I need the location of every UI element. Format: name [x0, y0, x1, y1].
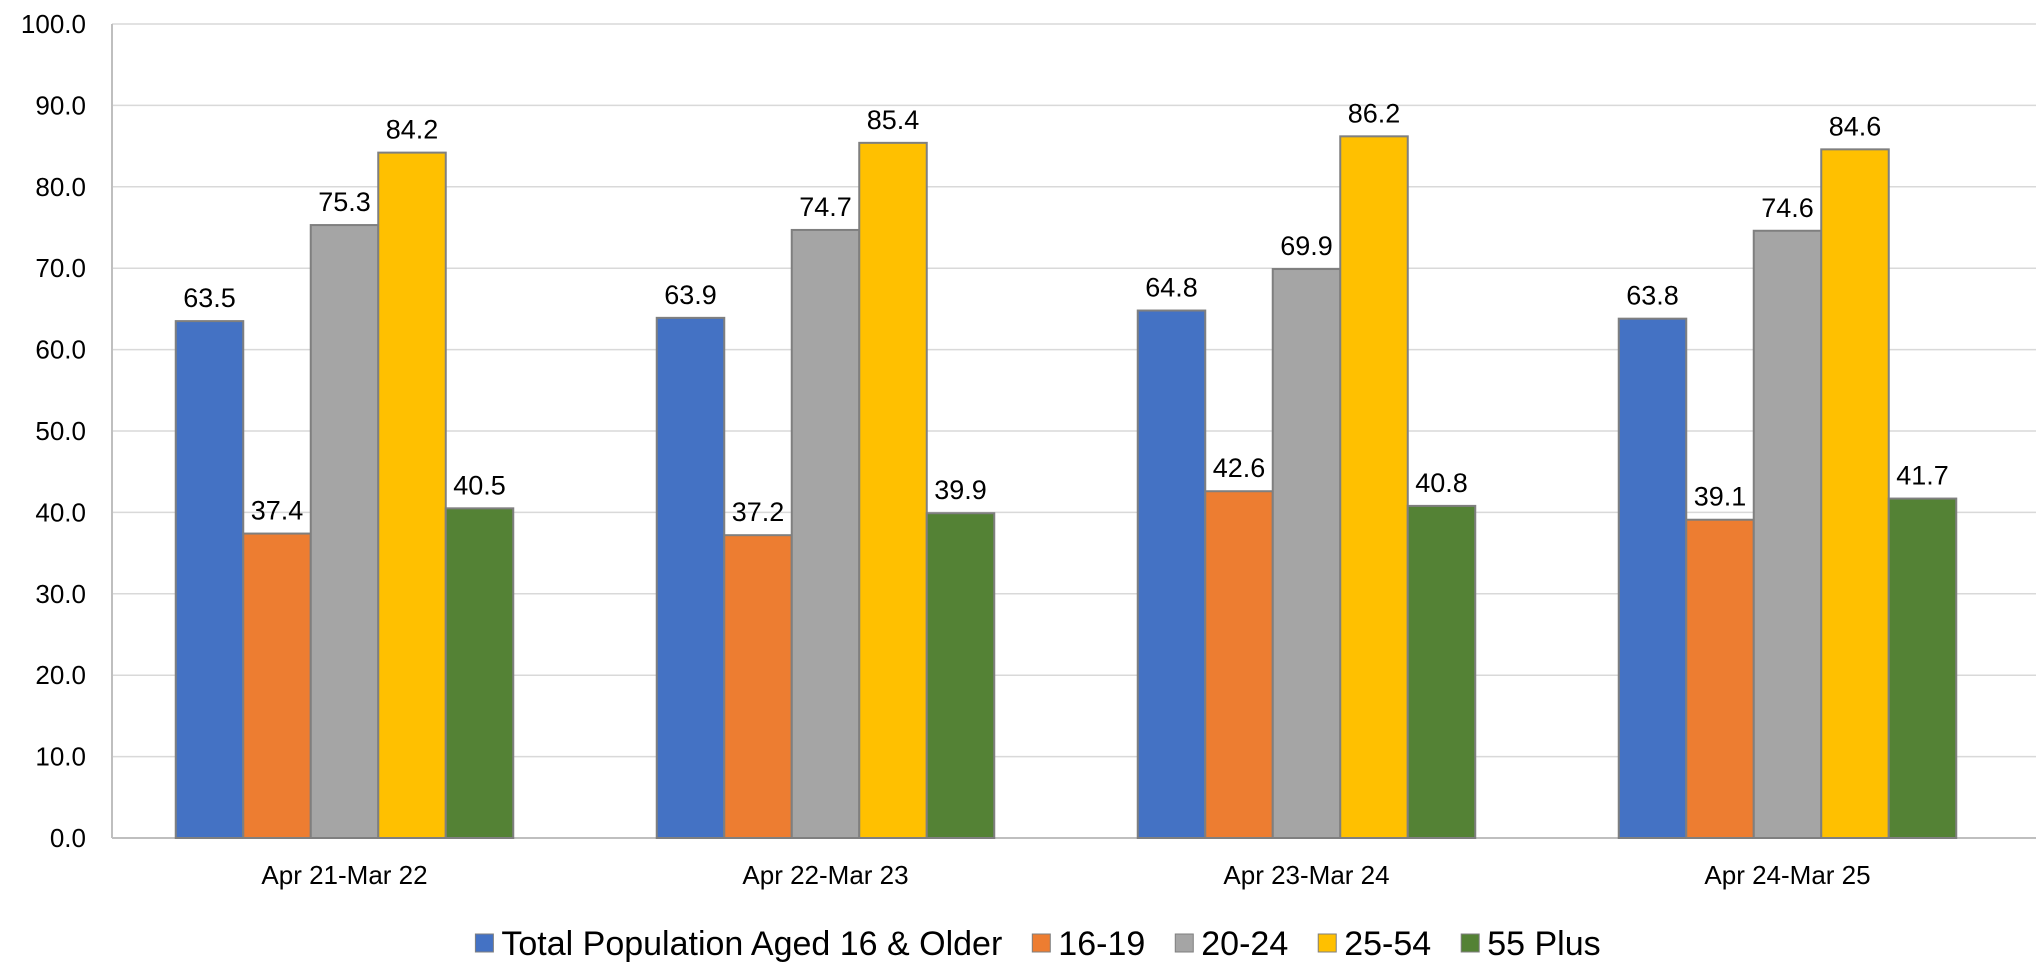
data-label: 41.7: [1896, 461, 1949, 491]
legend-swatch: [474, 933, 494, 953]
bar: [1204, 490, 1274, 839]
bar: [1617, 317, 1688, 839]
legend-label: 25-54: [1344, 925, 1431, 963]
y-tick-label: 50.0: [35, 416, 86, 446]
y-tick-label: 0.0: [50, 823, 86, 853]
data-label: 40.5: [453, 470, 506, 500]
bar: [1685, 518, 1755, 839]
legend-swatch: [1317, 933, 1337, 953]
bar: [1339, 135, 1409, 840]
bar: [1406, 504, 1477, 839]
legend-label: 55 Plus: [1487, 925, 1600, 963]
y-tick-label: 10.0: [35, 742, 86, 772]
y-tick-label: 100.0: [21, 9, 86, 39]
data-label: 74.7: [799, 192, 852, 222]
data-label: 86.2: [1348, 98, 1401, 128]
y-tick-label: 80.0: [35, 172, 86, 202]
bar: [723, 534, 793, 840]
data-label: 69.9: [1280, 231, 1333, 261]
y-tick-label: 70.0: [35, 253, 86, 283]
y-tick-label: 60.0: [35, 335, 86, 365]
legend: Total Population Aged 16 & Older 16-19 20-…: [474, 925, 1601, 963]
bar: [1271, 268, 1342, 840]
bar: [1887, 497, 1958, 839]
data-label: 64.8: [1145, 273, 1198, 303]
y-tick-label: 90.0: [35, 90, 86, 120]
legend-label: 20-24: [1201, 925, 1288, 963]
bar: [1820, 148, 1890, 839]
y-tick-label: 30.0: [35, 579, 86, 609]
bar: [1752, 229, 1823, 840]
x-tick-label: Apr 24-Mar 25: [1704, 860, 1870, 890]
legend-label: Total Population Aged 16 & Older: [501, 925, 1002, 963]
bar: [858, 141, 928, 839]
bar: [377, 151, 447, 839]
data-label: 63.5: [183, 283, 236, 313]
data-label: 75.3: [318, 187, 371, 217]
data-label: 74.6: [1761, 193, 1814, 223]
data-label: 63.8: [1626, 281, 1679, 311]
data-label: 40.8: [1415, 468, 1468, 498]
data-label: 37.2: [732, 497, 785, 527]
bar: [444, 507, 515, 839]
bar: [309, 224, 380, 840]
bar: [174, 320, 245, 839]
bar: [655, 316, 726, 839]
legend-swatch: [1460, 933, 1480, 953]
x-tick-label: Apr 23-Mar 24: [1223, 860, 1389, 890]
x-tick-label: Apr 21-Mar 22: [261, 860, 427, 890]
bar: [925, 512, 996, 839]
legend-label: 16-19: [1058, 925, 1145, 963]
data-label: 37.4: [251, 496, 304, 526]
bar: [242, 532, 312, 840]
bars: [174, 135, 1958, 840]
bar: [1136, 309, 1207, 839]
data-labels: 63.5 37.4 75.3 84.2 40.5 63.9 37.2 74.7 85.4 39.9…: [183, 98, 1949, 527]
data-label: 84.2: [386, 115, 439, 145]
data-label: 39.1: [1694, 482, 1747, 512]
data-label: 84.6: [1829, 111, 1882, 141]
bar: [790, 228, 861, 839]
data-label: 42.6: [1213, 453, 1266, 483]
x-tick-label: Apr 22-Mar 23: [742, 860, 908, 890]
data-label: 85.4: [867, 105, 920, 135]
legend-swatch: [1174, 933, 1194, 953]
data-label: 63.9: [664, 280, 717, 310]
data-label: 39.9: [934, 475, 987, 505]
y-tick-label: 20.0: [35, 660, 86, 690]
legend-swatch: [1031, 933, 1051, 953]
y-tick-label: 40.0: [35, 497, 86, 527]
